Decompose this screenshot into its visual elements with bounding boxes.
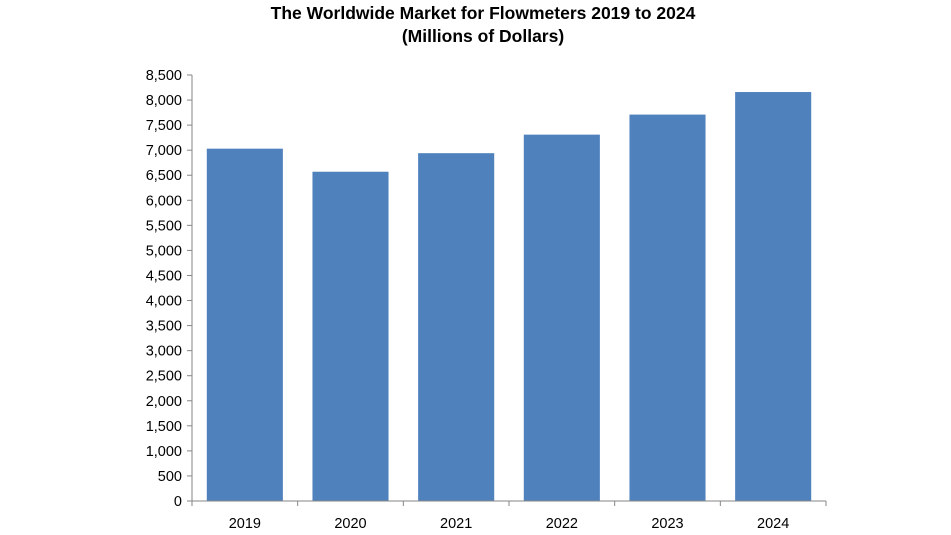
y-tick-label: 5,000 [146,243,182,259]
x-tick-label: 2022 [546,516,578,532]
y-tick-label: 8,500 [146,68,182,84]
bar-2022 [523,134,600,501]
y-tick-label: 2,500 [146,369,182,385]
y-tick-label: 3,000 [146,344,182,360]
x-tick-label: 2020 [334,516,366,532]
bar-2023 [629,114,706,501]
bar-2019 [206,148,283,502]
chart-subtitle: (Millions of Dollars) [402,26,564,46]
y-tick-label: 4,000 [146,294,182,310]
bar-2020 [312,171,389,502]
x-tick-label: 2024 [757,516,789,532]
y-tick-label: 6,000 [146,193,182,209]
bar-2021 [418,153,495,501]
y-tick-label: 5,500 [146,218,182,234]
y-tick-label: 500 [158,469,182,485]
axes-layer [187,74,827,506]
y-tick-label: 1,000 [146,444,182,460]
y-tick-label: 4,500 [146,268,182,284]
chart-title: The Worldwide Market for Flowmeters 2019… [271,3,696,23]
y-tick-label: 7,000 [146,143,182,159]
y-tick-label: 3,500 [146,319,182,335]
y-tick-label: 6,500 [146,168,182,184]
x-tick-label: 2019 [229,516,261,532]
y-tick-label: 7,500 [146,118,182,134]
x-tick-label: 2023 [651,516,683,532]
y-tick-label: 1,500 [146,419,182,435]
x-tick-label: 2021 [440,516,472,532]
y-tick-label: 0 [174,494,182,510]
y-tick-label: 2,000 [146,394,182,410]
y-tick-label: 8,000 [146,93,182,109]
bars-layer [206,92,812,502]
bar-2024 [735,92,812,501]
labels-layer: 0 500 1,000 1,500 2,000 2,500 3,000 3,500 4,000 4… [146,68,790,532]
